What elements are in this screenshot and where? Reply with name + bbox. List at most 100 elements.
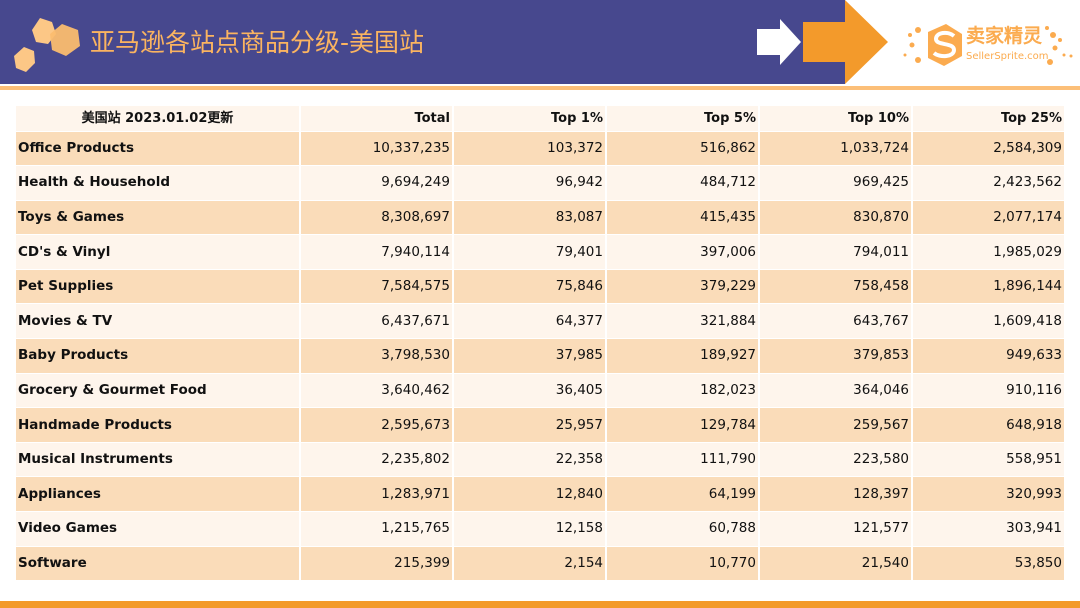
table-cell: 1,215,765 (300, 511, 454, 547)
table-header-row: 美国站 2023.01.02更新 Total Top 1% Top 5% Top 10%… (16, 106, 1066, 132)
table-cell: 1,283,971 (300, 476, 454, 513)
table-cell: 794,011 (759, 234, 913, 270)
logo-text-en: SellerSprite.com (966, 51, 1049, 62)
logo-text-cn: 卖家精灵 (966, 25, 1043, 47)
table-cell: 2,154 (453, 546, 607, 582)
table-cell: 8,308,697 (300, 200, 454, 236)
orange-arrow-icon (803, 0, 888, 84)
category-name: Movies & TV (16, 303, 301, 340)
page-title: 亚马逊各站点商品分级-美国站 (90, 28, 425, 57)
table-cell: 9,694,249 (300, 165, 454, 201)
table-cell: 36,405 (453, 373, 607, 409)
table-cell: 7,584,575 (300, 269, 454, 305)
category-name: Baby Products (16, 338, 301, 374)
hexagon-icon (14, 47, 35, 72)
category-name: Software (16, 546, 301, 582)
table-row: Baby Products 3,798,530 37,985 189,927 379,8… (16, 338, 1066, 374)
table-cell: 949,633 (912, 338, 1066, 374)
footer-bar (0, 601, 1080, 608)
table-row: Toys & Games 8,308,697 83,087 415,435 830,87… (16, 200, 1066, 236)
table-cell: 1,609,418 (912, 303, 1066, 340)
table-cell: 64,377 (453, 303, 607, 340)
table-cell: 121,577 (759, 511, 913, 547)
table-cell: 484,712 (606, 165, 760, 201)
category-name: Pet Supplies (16, 269, 301, 305)
hexagon-icon (50, 24, 80, 56)
table-cell: 111,790 (606, 442, 760, 478)
column-header: Top 25% (912, 106, 1066, 132)
table-cell: 2,584,309 (912, 131, 1066, 167)
table-cell: 182,023 (606, 373, 760, 409)
table-cell: 83,087 (453, 200, 607, 236)
table-row: Video Games 1,215,765 12,158 60,788 121,577 3… (16, 511, 1066, 547)
table-row: Appliances 1,283,971 12,840 64,199 128,397 32… (16, 476, 1066, 513)
category-name: Grocery & Gourmet Food (16, 373, 301, 409)
table-cell: 223,580 (759, 442, 913, 478)
table-cell: 129,784 (606, 407, 760, 443)
table-cell: 643,767 (759, 303, 913, 340)
table-cell: 2,595,673 (300, 407, 454, 443)
table-cell: 364,046 (759, 373, 913, 409)
category-name: Toys & Games (16, 200, 301, 236)
table-cell: 75,846 (453, 269, 607, 305)
table-cell: 37,985 (453, 338, 607, 374)
column-header: Top 10% (759, 106, 913, 132)
table-cell: 558,951 (912, 442, 1066, 478)
table-cell: 303,941 (912, 511, 1066, 547)
table-cell: 10,770 (606, 546, 760, 582)
table-cell: 12,158 (453, 511, 607, 547)
table-cell: 321,884 (606, 303, 760, 340)
table-cell: 415,435 (606, 200, 760, 236)
table-row: CD's & Vinyl 7,940,114 79,401 397,006 794,01… (16, 234, 1066, 270)
table-cell: 215,399 (300, 546, 454, 582)
category-name: Handmade Products (16, 407, 301, 443)
table-cell: 2,423,562 (912, 165, 1066, 201)
table-cell: 397,006 (606, 234, 760, 270)
table-cell: 7,940,114 (300, 234, 454, 270)
table-cell: 53,850 (912, 546, 1066, 582)
table-cell: 25,957 (453, 407, 607, 443)
column-header: 美国站 2023.01.02更新 (16, 106, 301, 132)
table-cell: 379,229 (606, 269, 760, 305)
table-cell: 648,918 (912, 407, 1066, 443)
table-row: Pet Supplies 7,584,575 75,846 379,229 758,45… (16, 269, 1066, 305)
table-cell: 22,358 (453, 442, 607, 478)
table-cell: 3,640,462 (300, 373, 454, 409)
category-name: Office Products (16, 131, 301, 167)
table-cell: 516,862 (606, 131, 760, 167)
table-cell: 79,401 (453, 234, 607, 270)
table-cell: 1,896,144 (912, 269, 1066, 305)
table-cell: 21,540 (759, 546, 913, 582)
table-cell: 6,437,671 (300, 303, 454, 340)
table-cell: 1,033,724 (759, 131, 913, 167)
table-cell: 12,840 (453, 476, 607, 513)
table-cell: 10,337,235 (300, 131, 454, 167)
white-arrow-icon (757, 19, 801, 65)
table-cell: 103,372 (453, 131, 607, 167)
table-cell: 64,199 (606, 476, 760, 513)
column-header: Top 5% (606, 106, 760, 132)
category-name: CD's & Vinyl (16, 234, 301, 270)
divider (0, 86, 1080, 90)
header-band (0, 0, 845, 84)
table-cell: 60,788 (606, 511, 760, 547)
category-tier-table: 美国站 2023.01.02更新 Total Top 1% Top 5% Top 10%… (16, 106, 1066, 582)
table-cell: 96,942 (453, 165, 607, 201)
table-row: Software 215,399 2,154 10,770 21,540 53,850 (16, 546, 1066, 582)
table-cell: 259,567 (759, 407, 913, 443)
category-name: Musical Instruments (16, 442, 301, 478)
table-cell: 189,927 (606, 338, 760, 374)
category-name: Health & Household (16, 165, 301, 201)
table-cell: 758,458 (759, 269, 913, 305)
column-header: Top 1% (453, 106, 607, 132)
column-header: Total (300, 106, 454, 132)
table-row: Musical Instruments 2,235,802 22,358 111,79… (16, 442, 1066, 478)
table-cell: 2,077,174 (912, 200, 1066, 236)
table-cell: 969,425 (759, 165, 913, 201)
table-cell: 128,397 (759, 476, 913, 513)
table-cell: 830,870 (759, 200, 913, 236)
table-row: Health & Household 9,694,249 96,942 484,712… (16, 165, 1066, 201)
table-cell: 910,116 (912, 373, 1066, 409)
table-cell: 2,235,802 (300, 442, 454, 478)
table-cell: 3,798,530 (300, 338, 454, 374)
